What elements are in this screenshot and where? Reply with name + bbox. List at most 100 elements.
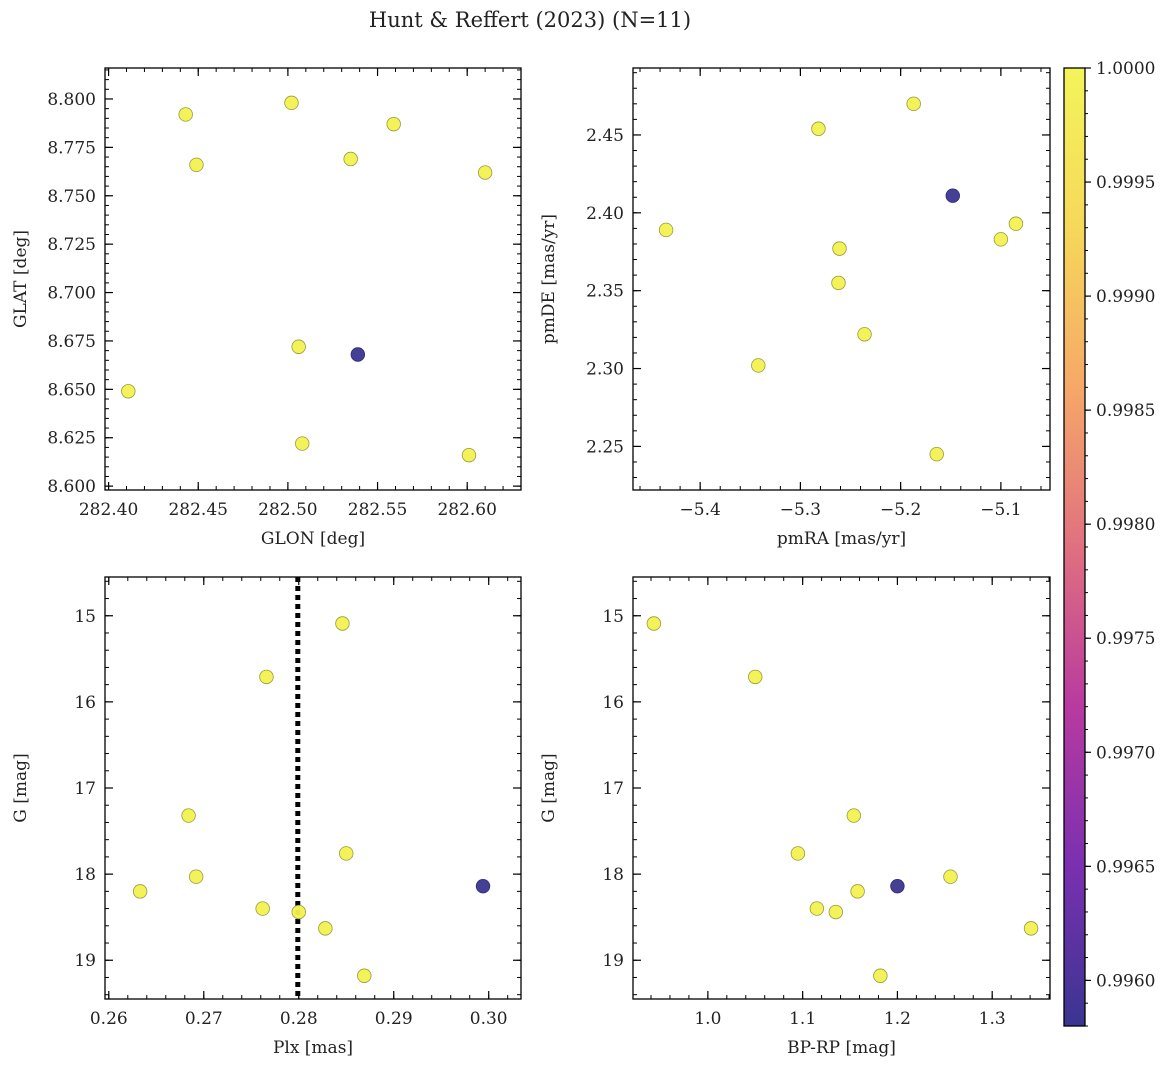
data-point bbox=[386, 116, 401, 132]
x-tick-label: 1.0 bbox=[694, 1009, 721, 1029]
colorbar-tick-label: 0.9995 bbox=[1096, 173, 1155, 193]
data-point bbox=[873, 968, 888, 983]
y-tick-label: 16 bbox=[74, 693, 96, 713]
y-tick-label: 8.600 bbox=[47, 477, 96, 497]
data-point bbox=[189, 157, 204, 172]
data-point bbox=[751, 358, 766, 373]
x-axis-label: BP-RP [mag] bbox=[787, 1038, 896, 1058]
data-point bbox=[477, 165, 493, 180]
x-tick-label: 0.26 bbox=[90, 1009, 128, 1029]
y-tick-label: 2.40 bbox=[586, 204, 624, 224]
x-tick-label: −5.2 bbox=[880, 500, 921, 520]
y-tick-label: 2.25 bbox=[586, 437, 624, 457]
data-point bbox=[121, 384, 136, 399]
y-tick-label: 18 bbox=[74, 865, 96, 885]
x-tick-label: 0.27 bbox=[185, 1009, 223, 1029]
data-point bbox=[850, 884, 865, 899]
data-point bbox=[343, 151, 358, 167]
y-tick-label: 19 bbox=[602, 951, 624, 971]
figure-title: Hunt & Reffert (2023) (N=11) bbox=[369, 8, 691, 32]
colorbar-ramp bbox=[1063, 67, 1086, 1027]
data-point bbox=[832, 241, 847, 256]
data-point bbox=[828, 904, 844, 920]
y-tick-label: 8.750 bbox=[47, 187, 96, 207]
data-point bbox=[350, 347, 366, 362]
colorbar-tick-label: 0.9975 bbox=[1096, 629, 1155, 649]
y-axis-label: G [mag] bbox=[539, 753, 559, 822]
y-tick-label: 2.30 bbox=[586, 360, 624, 380]
data-point bbox=[993, 232, 1009, 247]
data-point bbox=[943, 869, 958, 884]
y-tick-label: 8.675 bbox=[47, 332, 96, 352]
x-tick-label: 1.2 bbox=[884, 1009, 911, 1029]
data-point bbox=[284, 95, 299, 111]
x-tick-label: 282.55 bbox=[348, 500, 407, 520]
y-tick-label: 15 bbox=[602, 607, 624, 627]
y-tick-label: 2.45 bbox=[586, 126, 624, 146]
data-point bbox=[178, 107, 193, 122]
y-tick-label: 8.650 bbox=[47, 380, 96, 400]
data-point bbox=[1023, 921, 1039, 936]
y-tick-label: 17 bbox=[602, 779, 624, 799]
data-point bbox=[929, 446, 944, 462]
subplot-1: 282.40 282.45 282.50 282.55 282.60 8.600 8.625… bbox=[11, 67, 522, 549]
colorbar-tick-label: 0.9990 bbox=[1096, 287, 1155, 307]
subplot-3: 0.26 0.27 0.28 0.29 0.30 15 16 17 18 19 Plx [mas] G… bbox=[11, 576, 522, 1058]
data-point bbox=[811, 121, 826, 136]
x-tick-label: 282.40 bbox=[79, 500, 138, 520]
data-point bbox=[295, 436, 310, 451]
axes-frame bbox=[104, 576, 522, 1000]
y-tick-label: 8.725 bbox=[47, 235, 96, 255]
y-tick-label: 19 bbox=[74, 951, 96, 971]
x-tick-label: −5.4 bbox=[680, 500, 721, 520]
axes-frame bbox=[104, 67, 522, 491]
data-point bbox=[790, 846, 806, 861]
data-point bbox=[831, 275, 846, 291]
data-point bbox=[291, 904, 306, 920]
colorbar-tick-label: 1.0000 bbox=[1096, 59, 1155, 79]
x-axis-label: GLON [deg] bbox=[261, 529, 365, 549]
y-axis-label: G [mag] bbox=[11, 753, 31, 822]
y-tick-label: 18 bbox=[602, 865, 624, 885]
data-point bbox=[890, 878, 905, 894]
x-tick-label: 0.28 bbox=[280, 1009, 318, 1029]
data-point bbox=[181, 808, 196, 823]
y-tick-label: 17 bbox=[74, 779, 96, 799]
axes-frame bbox=[632, 576, 1051, 1000]
y-tick-label: 8.700 bbox=[47, 284, 96, 304]
data-point bbox=[857, 327, 872, 342]
data-point bbox=[658, 222, 674, 238]
data-point bbox=[357, 968, 372, 983]
colorbar-tick-label: 0.9980 bbox=[1096, 515, 1155, 535]
x-tick-label: 0.29 bbox=[375, 1009, 413, 1029]
y-tick-label: 2.35 bbox=[586, 282, 624, 302]
data-point bbox=[339, 846, 354, 861]
x-tick-label: 1.3 bbox=[979, 1009, 1006, 1029]
subplot-2: −5.4 −5.3 −5.2 −5.1 2.25 2.30 2.35 2.40 2.45 pmRA… bbox=[539, 67, 1051, 549]
y-tick-label: 8.625 bbox=[47, 429, 96, 449]
x-axis-label: pmRA [mas/yr] bbox=[777, 529, 906, 549]
y-axis-label: pmDE [mas/yr] bbox=[539, 214, 559, 344]
x-tick-label: 282.60 bbox=[437, 500, 496, 520]
data-point bbox=[461, 447, 477, 463]
data-point bbox=[1008, 216, 1024, 231]
data-point bbox=[291, 339, 306, 354]
y-tick-label: 8.775 bbox=[47, 138, 96, 158]
y-tick-label: 15 bbox=[74, 607, 96, 627]
data-point bbox=[748, 669, 763, 685]
y-axis-label: GLAT [deg] bbox=[11, 230, 31, 328]
colorbar-tick-label: 0.9965 bbox=[1096, 857, 1155, 877]
data-point bbox=[945, 188, 960, 203]
x-tick-label: 282.45 bbox=[168, 500, 227, 520]
subplot-4: 1.0 1.1 1.2 1.3 15 16 17 18 19 BP-RP [mag] G [mag] bbox=[539, 576, 1051, 1058]
y-tick-label: 16 bbox=[602, 693, 624, 713]
data-point bbox=[335, 616, 350, 631]
colorbar: 0.9960 0.9965 0.9970 0.9975 0.9980 0.9985 0.99… bbox=[1063, 59, 1155, 1027]
x-tick-label: 0.30 bbox=[470, 1009, 508, 1029]
x-tick-label: 282.50 bbox=[258, 500, 317, 520]
data-point bbox=[188, 869, 204, 884]
axes-frame bbox=[632, 67, 1051, 491]
data-point bbox=[259, 669, 274, 685]
x-tick-label: −5.1 bbox=[980, 500, 1021, 520]
